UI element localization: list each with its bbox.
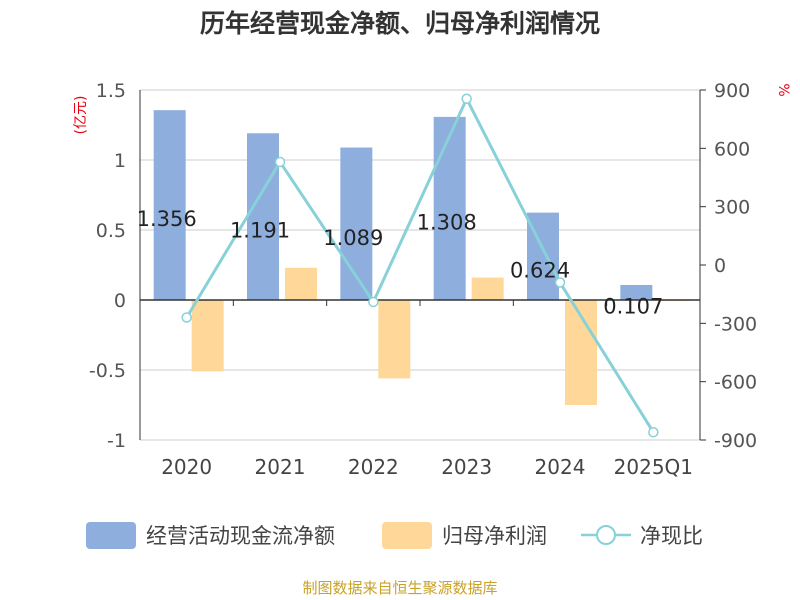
left-tick-label: -1	[107, 430, 126, 452]
net-profit-bar	[285, 267, 317, 300]
left-tick-label: 1.5	[96, 80, 126, 102]
right-tick-label: 600	[714, 138, 750, 160]
axes	[139, 90, 701, 440]
cash-flow-data-label: 1.356	[137, 207, 197, 231]
net-profit-bar	[471, 277, 504, 300]
x-tick-label: 2020	[161, 455, 212, 479]
data-labels: 1.356 1.191 1.089 1.308 0.624 0.107	[137, 207, 664, 318]
x-tick-label: 2025Q1	[614, 455, 693, 479]
cash-flow-bar	[153, 110, 186, 300]
grid-lines	[140, 89, 700, 441]
ratio-line-path	[185, 95, 655, 434]
left-axis-unit: (亿元)	[73, 96, 89, 135]
ratio-line	[181, 93, 659, 438]
right-axis-ticks: 900 600 300 0 -300 -600 -900	[700, 80, 757, 452]
right-tick-label: 900	[714, 80, 750, 102]
legend-swatch-ratio-marker	[596, 525, 616, 545]
x-tick-label: 2024	[535, 455, 586, 479]
ratio-point	[461, 93, 472, 104]
cash-flow-data-label: 1.191	[230, 219, 290, 243]
left-tick-label: 0.5	[96, 220, 126, 242]
chart-title: 历年经营现金净额、归母净利润情况	[199, 9, 600, 38]
cash-flow-data-label: 1.089	[323, 226, 383, 250]
legend-label-ratio: 净现比	[640, 524, 703, 548]
net-profit-bar	[378, 300, 411, 379]
legend-swatch-cash-flow	[86, 522, 136, 549]
source-note: 制图数据来自恒生聚源数据库	[302, 579, 498, 597]
right-tick-label: -900	[714, 430, 757, 452]
right-tick-label: 0	[714, 255, 726, 277]
right-axis-unit: %	[775, 83, 791, 96]
right-tick-label: -300	[714, 313, 757, 335]
ratio-point	[181, 312, 192, 323]
legend-label-cash-flow: 经营活动现金流净额	[146, 524, 335, 548]
x-tick-label: 2023	[441, 455, 492, 479]
x-tick-label: 2021	[255, 455, 306, 479]
left-tick-label: 1	[114, 150, 126, 172]
cash-flow-bar	[620, 285, 653, 300]
ratio-point	[368, 296, 379, 308]
right-tick-label: -600	[714, 372, 757, 394]
cash-flow-data-label: 1.308	[417, 210, 477, 234]
left-axis-ticks: 1.5 1 0.5 0 -0.5 -1	[89, 80, 126, 452]
cash-flow-bar	[433, 116, 466, 300]
cash-flow-bar	[247, 133, 279, 300]
legend: 经营活动现金流净额 归母净利润 净现比	[86, 522, 703, 549]
x-tick-label: 2022	[348, 455, 399, 479]
ratio-point	[274, 156, 286, 168]
ratio-point	[554, 277, 566, 288]
cash-flow-data-label: 0.107	[603, 295, 663, 319]
x-axis-ticks: 2020 2021 2022 2023 2024 2025Q1	[161, 455, 693, 479]
left-tick-label: 0	[114, 290, 126, 312]
left-tick-label: -0.5	[89, 360, 126, 382]
legend-swatch-net-profit	[382, 522, 432, 549]
net-profit-bar	[191, 300, 224, 372]
legend-label-net-profit: 归母净利润	[442, 524, 547, 548]
ratio-point	[648, 426, 659, 438]
right-tick-label: 300	[714, 197, 750, 219]
cash-flow-data-label: 0.624	[510, 258, 570, 282]
